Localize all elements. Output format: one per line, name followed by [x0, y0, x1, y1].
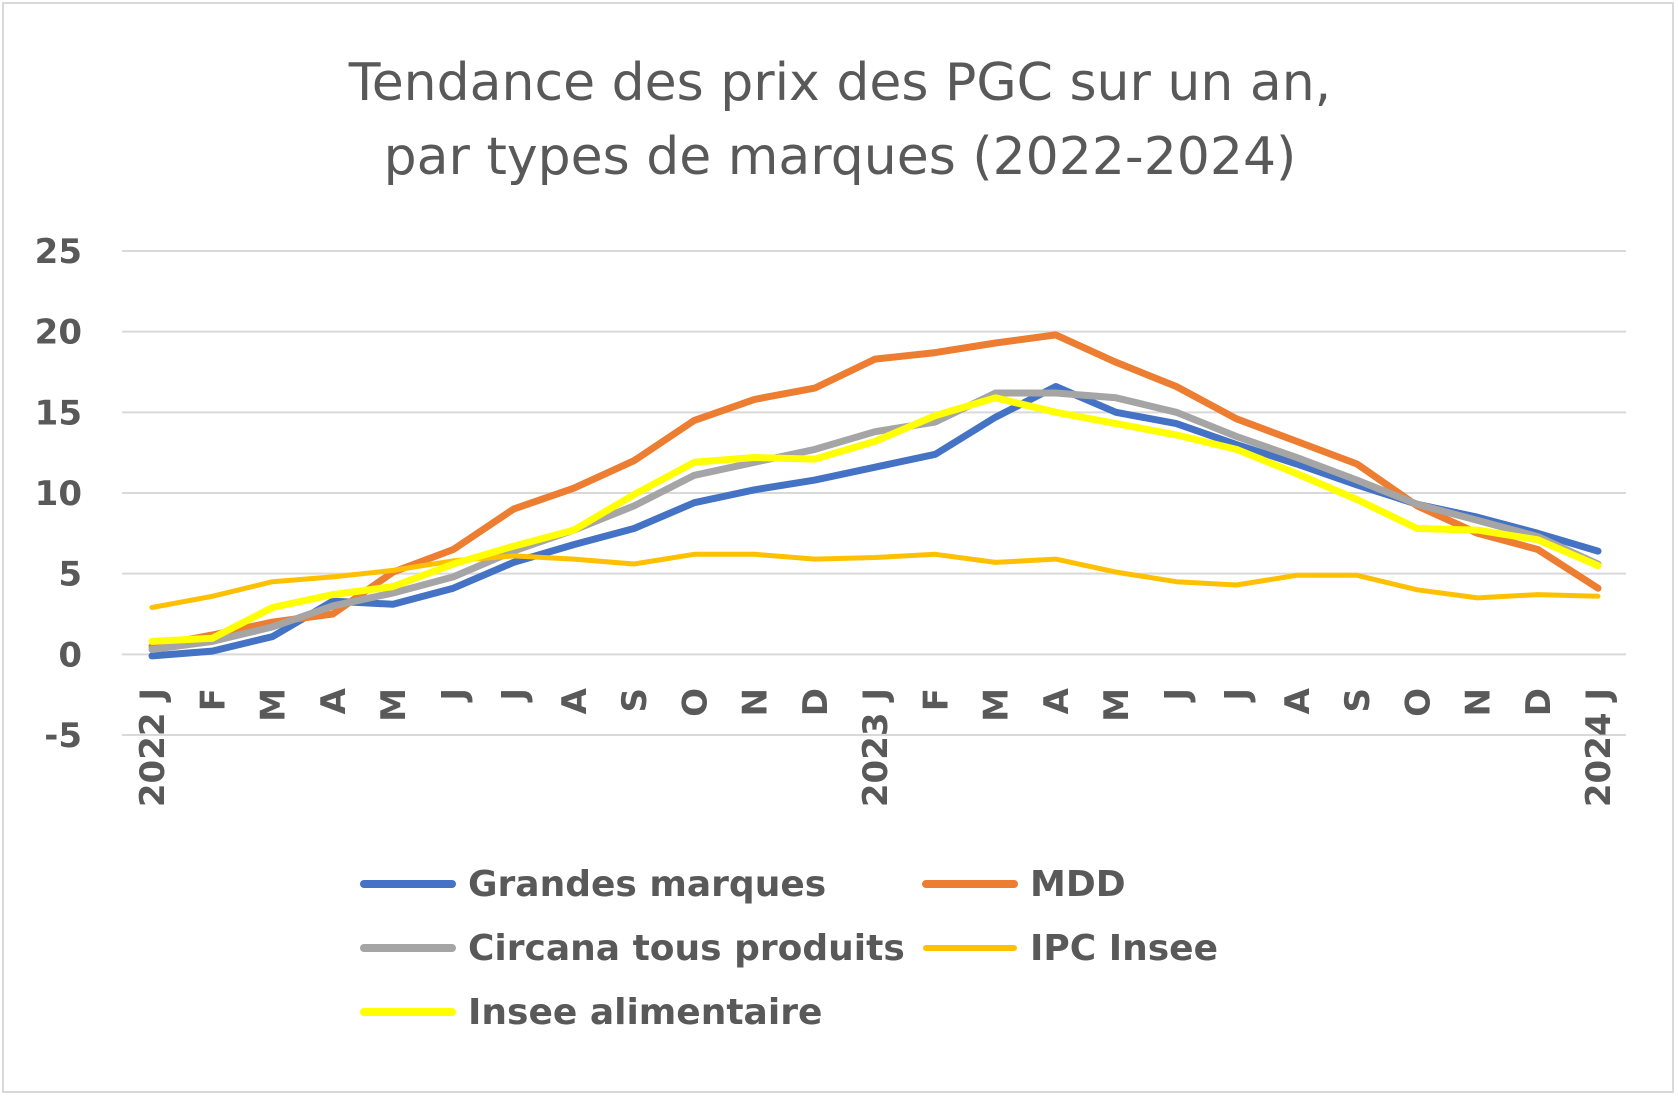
x-tick-label: 2023 J: [856, 688, 896, 807]
x-tick-label: N: [736, 688, 776, 716]
legend-label: Grandes marques: [468, 864, 826, 905]
y-axis: 25 20 15 10 5 0 -5: [35, 232, 82, 756]
x-tick-label: M: [254, 688, 294, 722]
series-line-2: [148, 389, 1602, 653]
x-tick-label: J: [1157, 688, 1197, 703]
x-tick-label: J: [434, 688, 474, 703]
x-tick-label: J: [1218, 688, 1258, 703]
x-tick-label: A: [555, 687, 595, 714]
x-tick-label: O: [1398, 688, 1438, 717]
x-tick-label: M: [1097, 688, 1137, 722]
line-chart: Tendance des prix des PGC sur un an, par…: [35, 53, 1626, 1033]
x-tick-label: M: [374, 688, 414, 722]
x-tick-label: S: [615, 688, 655, 713]
legend-label: IPC Insee: [1030, 928, 1218, 969]
y-tick-label: 0: [58, 635, 82, 675]
series-lines: [148, 331, 1602, 660]
x-tick-label: J: [495, 688, 535, 703]
y-tick-label: 25: [35, 232, 82, 272]
legend: Grandes marques MDD Circana tous produits I…: [360, 864, 1218, 1033]
y-tick-label: -5: [44, 716, 82, 756]
x-tick-label: F: [916, 688, 956, 711]
series-line-4: [148, 394, 1602, 645]
x-axis: 2022 J F M A M J J A S O N D 2023 J F M A M J J A S O N D 2024 J: [133, 687, 1619, 807]
x-tick-label: 2024 J: [1579, 688, 1619, 807]
x-tick-label: N: [1459, 688, 1499, 716]
legend-label: MDD: [1030, 864, 1126, 905]
legend-label: Insee alimentaire: [468, 992, 822, 1033]
x-tick-label: 2022 J: [133, 688, 173, 807]
x-tick-label: A: [1037, 687, 1077, 714]
x-tick-label: A: [1278, 687, 1318, 714]
x-tick-label: A: [314, 687, 354, 714]
x-tick-label: S: [1338, 688, 1378, 713]
y-tick-label: 15: [35, 393, 82, 433]
x-tick-label: M: [977, 688, 1017, 722]
x-tick-label: F: [193, 688, 233, 711]
chart-title: Tendance des prix des PGC sur un an,: [348, 53, 1331, 113]
legend-label: Circana tous produits: [468, 928, 905, 969]
x-tick-label: D: [1519, 688, 1559, 716]
y-tick-label: 10: [35, 474, 82, 514]
series-line-3: [149, 551, 1601, 610]
y-tick-label: 20: [35, 313, 82, 353]
y-tick-label: 5: [58, 555, 82, 595]
x-tick-label: D: [796, 688, 836, 716]
x-tick-label: O: [675, 688, 715, 717]
series-line-0: [148, 383, 1602, 660]
chart-subtitle: par types de marques (2022-2024): [384, 127, 1297, 187]
